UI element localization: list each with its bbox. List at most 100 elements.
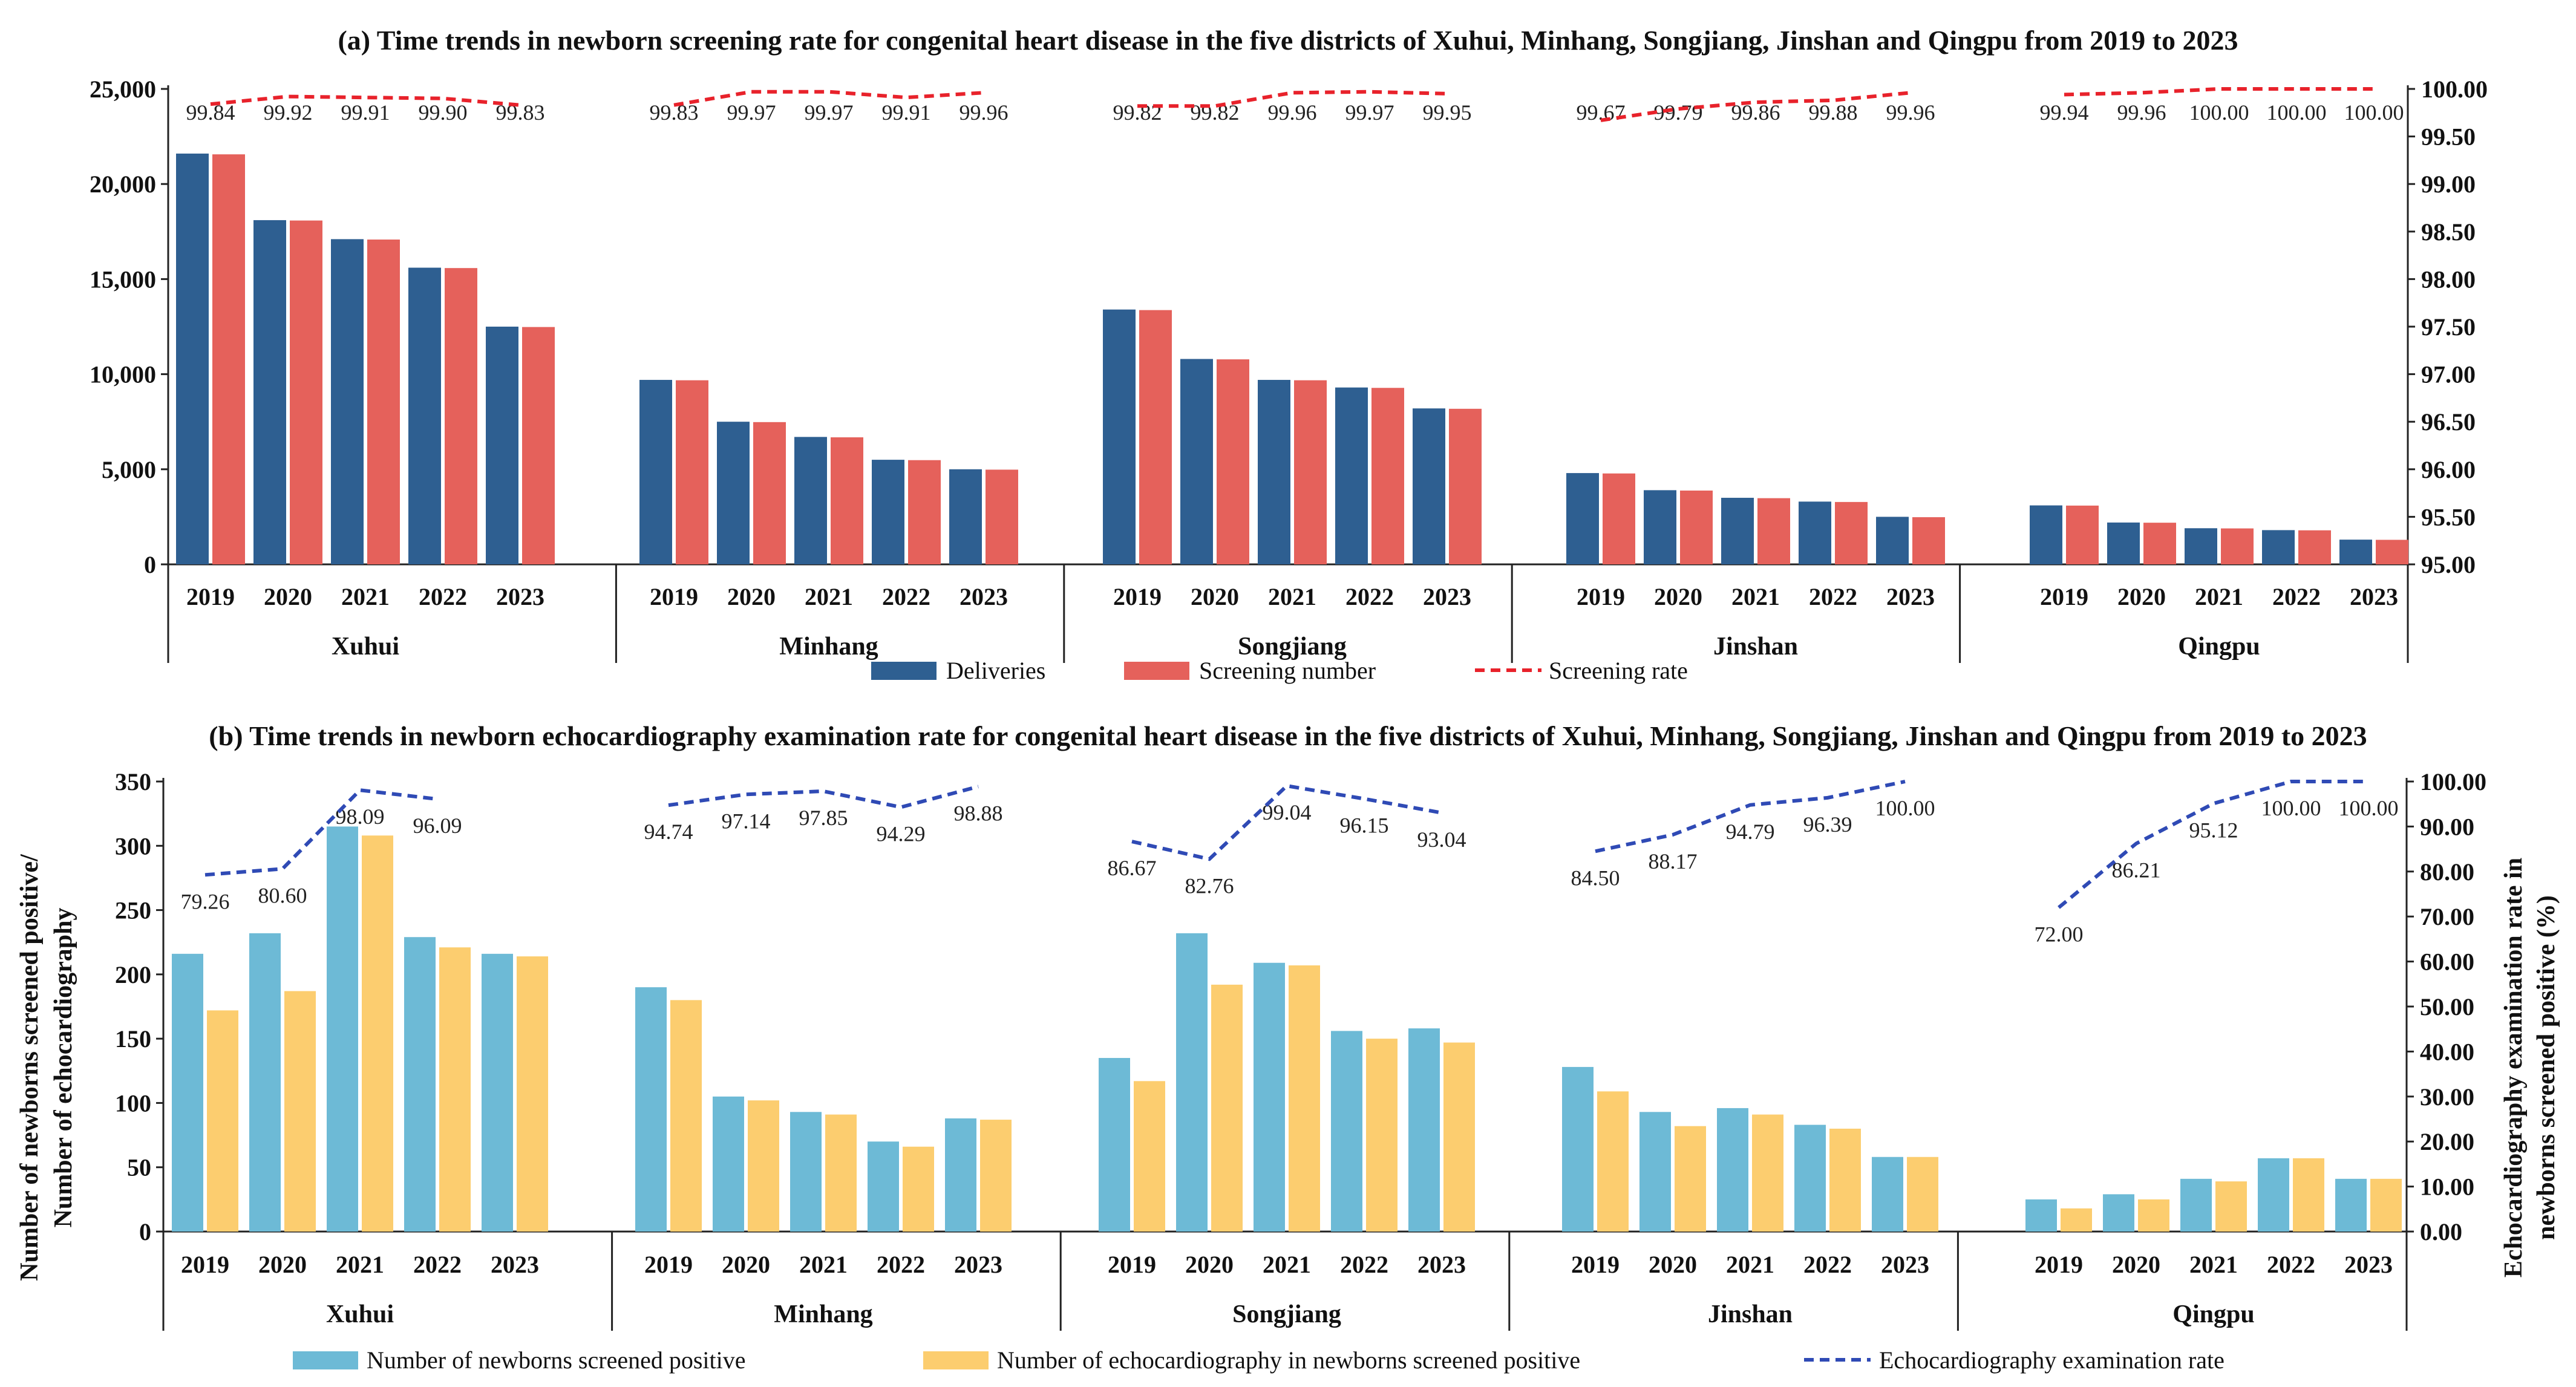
district-label-minhang: Minhang	[779, 633, 878, 661]
chart-b-ytick-left-label: 150	[115, 1025, 151, 1052]
rate-label-jinshan-2023: 100.00	[1875, 796, 1935, 820]
bar-number-of-echocardiography-in-newborns-screened-positive-songjiang-2020	[1211, 984, 1243, 1232]
rate-label-jinshan-2023: 99.96	[1886, 100, 1935, 125]
bar-screening-number-jinshan-2023	[1912, 517, 1945, 564]
district-label-songjiang: Songjiang	[1238, 633, 1347, 661]
year-label-jinshan-2023: 2023	[1886, 583, 1935, 610]
bar-screening-number-qingpu-2023	[2376, 540, 2408, 564]
chart-a-plot: 0 5,000 10,000 15,000 20,000 25,000 95.00 95.50…	[90, 76, 2488, 663]
rate-label-songjiang-2021: 99.96	[1268, 100, 1317, 125]
rate-label-songjiang-2023: 99.95	[1423, 100, 1472, 125]
line-echocardiography-examination-rate-minhang	[668, 785, 979, 809]
chart-b-ytick-right-label: 60.00	[2420, 948, 2474, 976]
bar-screening-number-xuhui-2019	[212, 154, 245, 565]
chart-b-ytick-right-label: 0.00	[2420, 1218, 2462, 1245]
rate-label-jinshan-2021: 99.86	[1731, 100, 1780, 125]
chart-b-ylabel-left-line2: Number of echocardiography	[50, 908, 77, 1228]
year-label-xuhui-2019: 2019	[186, 583, 235, 610]
bar-deliveries-xuhui-2022	[408, 267, 441, 564]
year-label-qingpu-2020: 2020	[2112, 1251, 2160, 1278]
legend-deliveries-swatch	[871, 662, 937, 680]
rate-label-qingpu-2019: 72.00	[2035, 922, 2084, 946]
rate-label-jinshan-2019: 99.67	[1577, 100, 1626, 125]
bar-deliveries-songjiang-2019	[1103, 309, 1136, 564]
bar-number-of-newborns-screened-positive-minhang-2021	[790, 1112, 822, 1232]
year-label-xuhui-2023: 2023	[491, 1251, 539, 1278]
year-label-songjiang-2023: 2023	[1417, 1251, 1466, 1278]
rate-label-songjiang-2022: 99.97	[1345, 100, 1394, 125]
year-label-minhang-2023: 2023	[959, 583, 1008, 610]
bar-number-of-newborns-screened-positive-jinshan-2022	[1794, 1124, 1826, 1232]
chart-a-ytick-left-label: 25,000	[90, 76, 156, 103]
year-label-songjiang-2020: 2020	[1191, 583, 1239, 610]
bar-number-of-newborns-screened-positive-xuhui-2019	[172, 953, 203, 1232]
year-label-minhang-2019: 2019	[650, 583, 698, 610]
bar-number-of-echocardiography-in-newborns-screened-positive-songjiang-2023	[1443, 1042, 1475, 1232]
chart-a-ytick-right-label: 100.00	[2421, 76, 2488, 103]
chart-b-ytick-right-label: 20.00	[2420, 1128, 2474, 1155]
district-label-jinshan: Jinshan	[1713, 633, 1798, 661]
bar-deliveries-jinshan-2023	[1876, 517, 1909, 564]
bar-deliveries-minhang-2022	[872, 460, 904, 564]
chart-b-title: (b) Time trends in newborn echocardiogra…	[209, 720, 2367, 751]
district-label-qingpu: Qingpu	[2172, 1301, 2254, 1328]
bar-number-of-newborns-screened-positive-xuhui-2021	[327, 826, 358, 1232]
legend-echocardiography-label: Number of echocardiography in newborns s…	[997, 1346, 1580, 1374]
rate-label-qingpu-2022: 100.00	[2261, 796, 2321, 820]
year-label-xuhui-2020: 2020	[258, 1251, 307, 1278]
district-label-jinshan: Jinshan	[1708, 1301, 1793, 1328]
rate-label-qingpu-2020: 86.21	[2112, 858, 2161, 883]
year-label-jinshan-2022: 2022	[1803, 1251, 1852, 1278]
bar-deliveries-jinshan-2021	[1721, 497, 1754, 564]
rate-label-jinshan-2021: 94.79	[1726, 820, 1775, 844]
rate-label-songjiang-2019: 99.82	[1113, 100, 1162, 125]
chart-b-ytick-right-label: 100.00	[2420, 768, 2486, 795]
chart-a-ytick-right-label: 98.00	[2421, 266, 2476, 293]
bar-screening-number-songjiang-2022	[1371, 388, 1404, 564]
bar-number-of-echocardiography-in-newborns-screened-positive-jinshan-2020	[1675, 1126, 1706, 1232]
bar-number-of-echocardiography-in-newborns-screened-positive-qingpu-2022	[2293, 1158, 2324, 1232]
year-label-qingpu-2019: 2019	[2035, 1251, 2083, 1278]
year-label-qingpu-2021: 2021	[2195, 583, 2243, 610]
bar-number-of-echocardiography-in-newborns-screened-positive-songjiang-2021	[1289, 965, 1320, 1232]
line-echocardiography-examination-rate-qingpu	[2058, 780, 2368, 909]
bar-number-of-echocardiography-in-newborns-screened-positive-xuhui-2023	[517, 956, 548, 1232]
bar-number-of-newborns-screened-positive-qingpu-2020	[2103, 1194, 2134, 1232]
chart-a-ytick-left-label: 10,000	[90, 361, 156, 388]
chart-b-ytick-right-label: 30.00	[2420, 1083, 2474, 1111]
year-label-jinshan-2020: 2020	[1649, 1251, 1697, 1278]
chart-b-plot: 0 50 100 150 200 250 300 350 0.00 10.00 20.00 30.00…	[115, 768, 2486, 1331]
year-label-songjiang-2022: 2022	[1345, 583, 1394, 610]
year-label-songjiang-2020: 2020	[1185, 1251, 1234, 1278]
bar-deliveries-qingpu-2020	[2107, 522, 2140, 564]
bar-number-of-echocardiography-in-newborns-screened-positive-xuhui-2020	[284, 991, 316, 1232]
bar-number-of-newborns-screened-positive-qingpu-2023	[2335, 1178, 2367, 1232]
bar-deliveries-songjiang-2021	[1258, 380, 1290, 564]
line-screening-rate-jinshan	[1600, 91, 1911, 122]
chart-b-ytick-left-label: 50	[127, 1154, 151, 1181]
bar-number-of-newborns-screened-positive-xuhui-2020	[249, 933, 281, 1232]
chart-a-ytick-right-label: 95.00	[2421, 551, 2476, 578]
year-label-qingpu-2022: 2022	[2267, 1251, 2315, 1278]
legend-screening-number-label: Screening number	[1199, 657, 1376, 684]
rate-label-minhang-2022: 99.91	[882, 100, 931, 125]
bar-screening-number-xuhui-2020	[290, 220, 322, 564]
bar-deliveries-minhang-2021	[794, 437, 827, 564]
bar-number-of-newborns-screened-positive-jinshan-2021	[1717, 1108, 1748, 1232]
bar-deliveries-xuhui-2023	[486, 327, 518, 564]
chart-b-ylabel-right-line2: newborns screened positive (%)	[2532, 895, 2560, 1240]
year-label-xuhui-2019: 2019	[181, 1251, 229, 1278]
year-label-songjiang-2023: 2023	[1423, 583, 1471, 610]
year-label-songjiang-2019: 2019	[1108, 1251, 1156, 1278]
chart-a-ytick-left-label: 0	[144, 551, 156, 578]
rate-label-qingpu-2023: 100.00	[2339, 796, 2399, 820]
rate-label-minhang-2023: 98.88	[954, 801, 1003, 825]
bar-deliveries-jinshan-2020	[1644, 490, 1676, 564]
bar-screening-number-songjiang-2019	[1139, 310, 1172, 564]
chart-a-ytick-left-label: 15,000	[90, 266, 156, 293]
rate-label-songjiang-2022: 96.15	[1340, 814, 1389, 838]
legend-screened-positive-label: Number of newborns screened positive	[367, 1346, 745, 1374]
bar-deliveries-qingpu-2019	[2030, 505, 2062, 564]
